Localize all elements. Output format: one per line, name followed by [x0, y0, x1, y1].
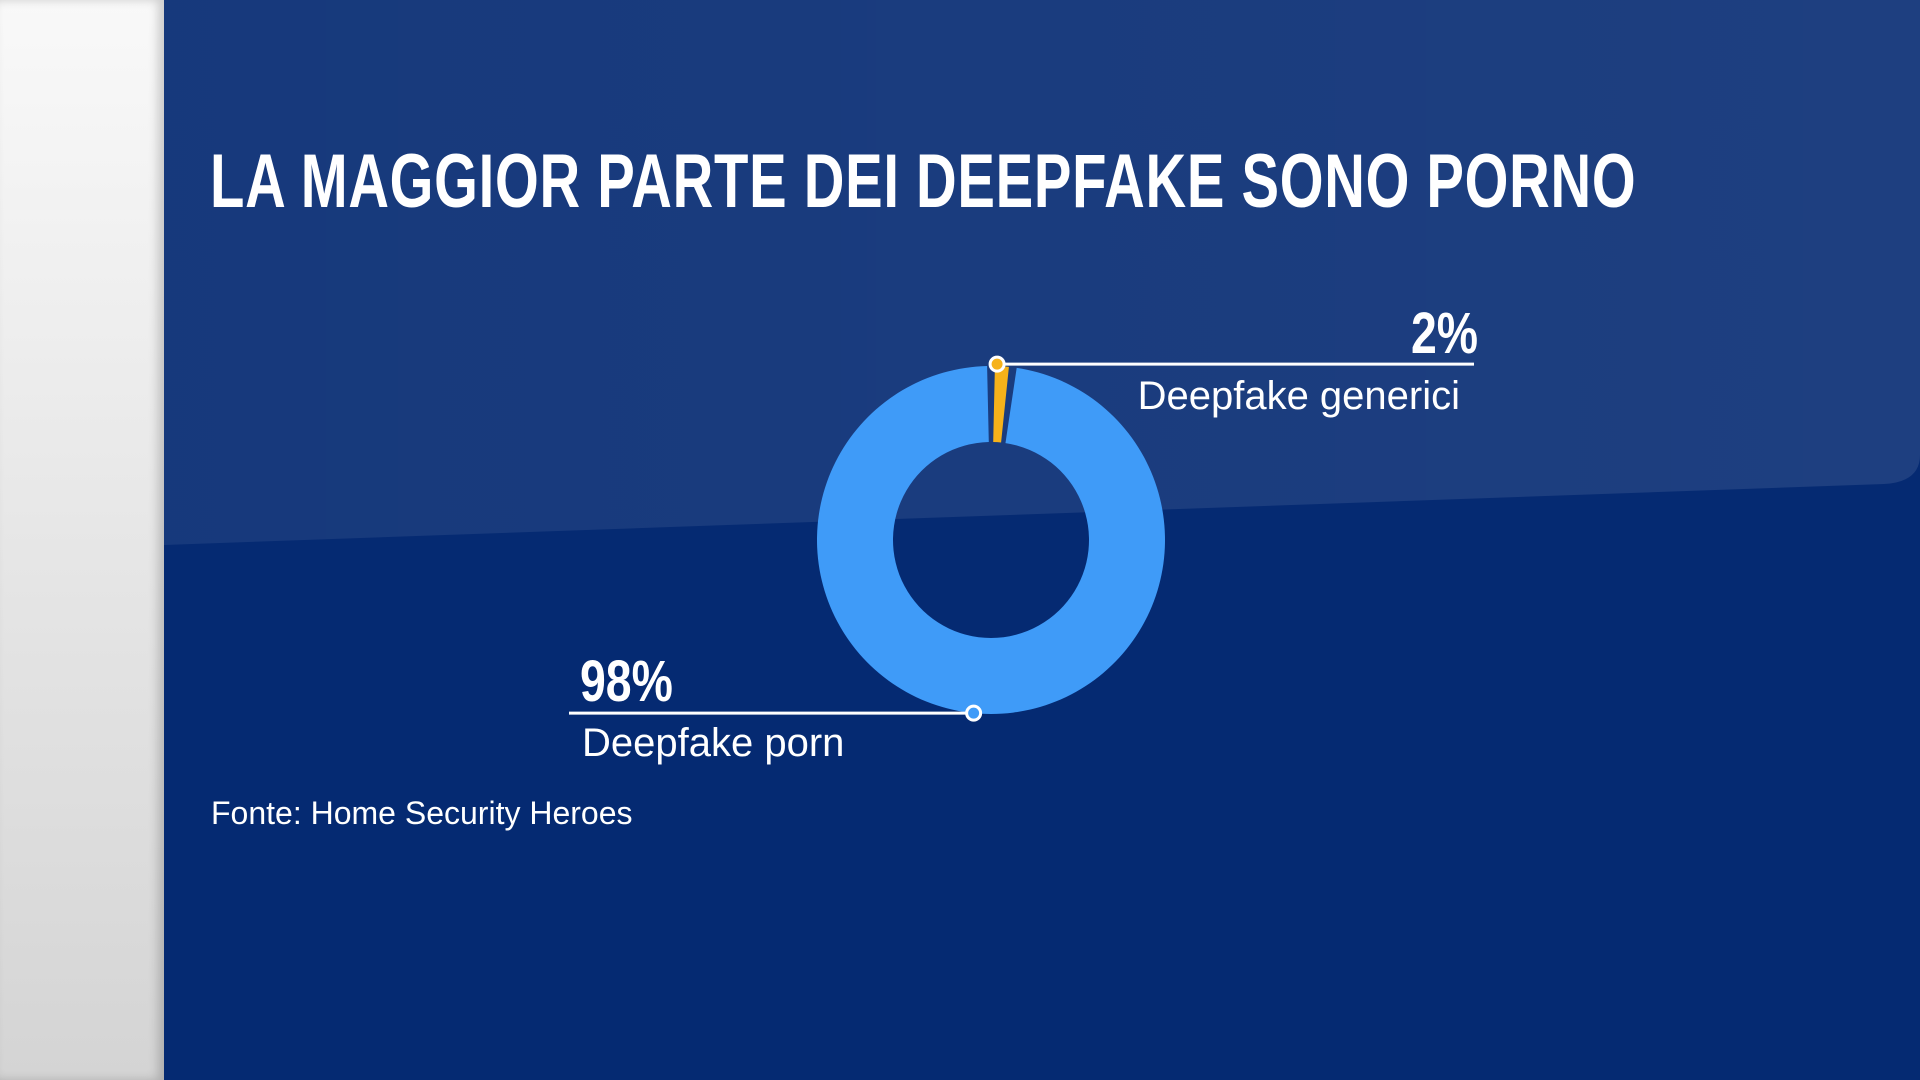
- chart-board: [164, 0, 1920, 1080]
- data-label-deepfake-porn-value: 98%: [580, 649, 673, 714]
- data-label-deepfake-generici-value: 2%: [1410, 301, 1478, 366]
- donut-slices: [817, 366, 1165, 714]
- chart-title: LA MAGGIOR PARTE DEI DEEPFAKE SONO PORNO: [210, 139, 1637, 224]
- left-side-panel: [0, 0, 164, 1080]
- donut-slice-deepfake-generici: [993, 366, 1009, 443]
- marker-dot-deepfake-generici: [988, 355, 1006, 373]
- data-label-deepfake-porn-name: Deepfake porn: [582, 721, 845, 765]
- background-glare: [164, 0, 1920, 545]
- marker-dot-deepfake-porn: [965, 704, 983, 722]
- source-note: Fonte: Home Security Heroes: [211, 795, 633, 831]
- data-label-deepfake-generici-name: Deepfake generici: [1137, 374, 1460, 418]
- donut-slice-deepfake-porn: [817, 366, 1165, 714]
